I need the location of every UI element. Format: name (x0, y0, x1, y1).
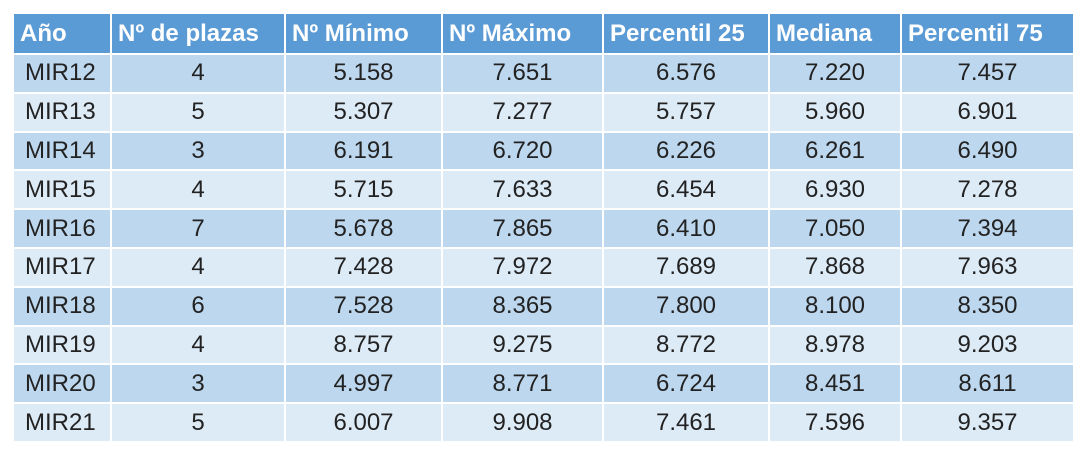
table-row: MIR17 4 7.428 7.972 7.689 7.868 7.963 (12, 246, 1075, 288)
cell-year: MIR15 (12, 169, 112, 211)
cell-p25: 6.410 (602, 208, 770, 249)
cell-seats: 6 (110, 285, 286, 327)
cell-min: 6.191 (284, 130, 443, 172)
table-header: Año Nº de plazas Nº Mínimo Nº Máximo Per… (12, 12, 1075, 55)
cell-seats: 4 (110, 324, 286, 366)
cell-p25: 7.461 (602, 402, 770, 443)
cell-year: MIR14 (12, 130, 112, 172)
cell-median: 7.596 (768, 402, 902, 443)
cell-p25: 5.757 (602, 91, 770, 133)
cell-median: 5.960 (768, 91, 902, 133)
cell-max: 8.771 (441, 363, 604, 405)
cell-min: 5.158 (284, 53, 443, 94)
cell-p25: 7.800 (602, 285, 770, 327)
cell-p25: 6.226 (602, 130, 770, 172)
cell-seats: 3 (110, 363, 286, 405)
cell-p75: 9.203 (900, 324, 1075, 366)
table-row: MIR14 3 6.191 6.720 6.226 6.261 6.490 (12, 130, 1075, 172)
cell-p25: 6.576 (602, 53, 770, 94)
cell-year: MIR12 (12, 53, 112, 94)
table-row: MIR16 7 5.678 7.865 6.410 7.050 7.394 (12, 208, 1075, 249)
cell-p75: 8.611 (900, 363, 1075, 405)
cell-max: 9.275 (441, 324, 604, 366)
cell-min: 8.757 (284, 324, 443, 366)
header-p25: Percentil 25 (602, 12, 770, 55)
cell-min: 4.997 (284, 363, 443, 405)
cell-p75: 8.350 (900, 285, 1075, 327)
cell-median: 7.050 (768, 208, 902, 249)
cell-year: MIR18 (12, 285, 112, 327)
table-row: MIR15 4 5.715 7.633 6.454 6.930 7.278 (12, 169, 1075, 211)
table-row: MIR21 5 6.007 9.908 7.461 7.596 9.357 (12, 402, 1075, 443)
cell-max: 7.972 (441, 246, 604, 288)
header-median: Mediana (768, 12, 902, 55)
cell-max: 7.865 (441, 208, 604, 249)
cell-seats: 4 (110, 53, 286, 94)
cell-max: 7.651 (441, 53, 604, 94)
table-row: MIR18 6 7.528 8.365 7.800 8.100 8.350 (12, 285, 1075, 327)
cell-year: MIR20 (12, 363, 112, 405)
cell-max: 6.720 (441, 130, 604, 172)
cell-p25: 6.454 (602, 169, 770, 211)
cell-max: 7.277 (441, 91, 604, 133)
mir-statistics-table: Año Nº de plazas Nº Mínimo Nº Máximo Per… (12, 12, 1075, 443)
table-body: MIR12 4 5.158 7.651 6.576 7.220 7.457 MIR13 5 5.3… (12, 53, 1075, 443)
cell-year: MIR16 (12, 208, 112, 249)
cell-max: 7.633 (441, 169, 604, 211)
cell-p25: 6.724 (602, 363, 770, 405)
cell-p75: 9.357 (900, 402, 1075, 443)
header-row: Año Nº de plazas Nº Mínimo Nº Máximo Per… (12, 12, 1075, 55)
cell-min: 6.007 (284, 402, 443, 443)
cell-max: 8.365 (441, 285, 604, 327)
cell-max: 9.908 (441, 402, 604, 443)
cell-p75: 7.457 (900, 53, 1075, 94)
cell-seats: 5 (110, 402, 286, 443)
cell-year: MIR17 (12, 246, 112, 288)
header-max: Nº Máximo (441, 12, 604, 55)
header-year: Año (12, 12, 112, 55)
header-min: Nº Mínimo (284, 12, 443, 55)
cell-p75: 6.901 (900, 91, 1075, 133)
cell-year: MIR13 (12, 91, 112, 133)
cell-min: 5.715 (284, 169, 443, 211)
cell-median: 8.978 (768, 324, 902, 366)
cell-median: 8.451 (768, 363, 902, 405)
cell-p75: 7.394 (900, 208, 1075, 249)
table-row: MIR19 4 8.757 9.275 8.772 8.978 9.203 (12, 324, 1075, 366)
cell-p75: 7.963 (900, 246, 1075, 288)
cell-min: 5.678 (284, 208, 443, 249)
header-seats: Nº de plazas (110, 12, 286, 55)
cell-min: 7.528 (284, 285, 443, 327)
table-row: MIR12 4 5.158 7.651 6.576 7.220 7.457 (12, 53, 1075, 94)
cell-seats: 4 (110, 169, 286, 211)
cell-year: MIR19 (12, 324, 112, 366)
cell-median: 7.220 (768, 53, 902, 94)
cell-median: 6.930 (768, 169, 902, 211)
header-p75: Percentil 75 (900, 12, 1075, 55)
cell-median: 6.261 (768, 130, 902, 172)
table-row: MIR20 3 4.997 8.771 6.724 8.451 8.611 (12, 363, 1075, 405)
cell-min: 7.428 (284, 246, 443, 288)
cell-p75: 6.490 (900, 130, 1075, 172)
cell-median: 7.868 (768, 246, 902, 288)
table-row: MIR13 5 5.307 7.277 5.757 5.960 6.901 (12, 91, 1075, 133)
cell-seats: 4 (110, 246, 286, 288)
cell-p25: 8.772 (602, 324, 770, 366)
cell-seats: 7 (110, 208, 286, 249)
cell-year: MIR21 (12, 402, 112, 443)
cell-p25: 7.689 (602, 246, 770, 288)
cell-p75: 7.278 (900, 169, 1075, 211)
cell-seats: 3 (110, 130, 286, 172)
cell-seats: 5 (110, 91, 286, 133)
cell-median: 8.100 (768, 285, 902, 327)
cell-min: 5.307 (284, 91, 443, 133)
